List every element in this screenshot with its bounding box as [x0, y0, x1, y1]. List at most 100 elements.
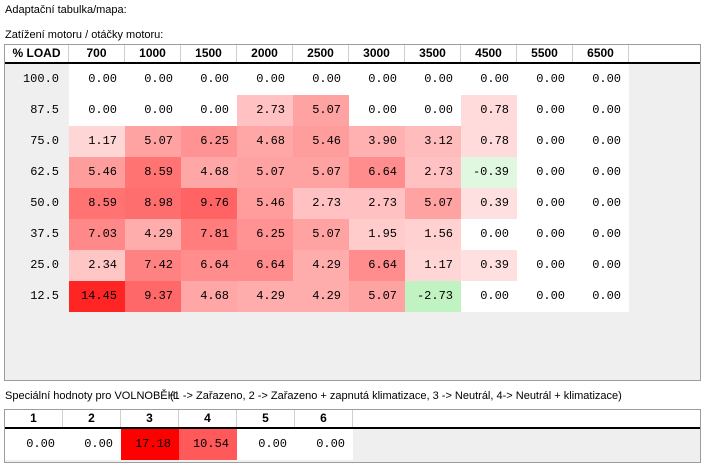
map-cell: 1.95	[349, 219, 405, 250]
map-cell: 0.00	[517, 95, 573, 126]
map-row: 87.5 0.00 0.00 0.00 2.73 5.07 0.00 0.00 0.78 0.00…	[5, 95, 700, 126]
map-row: 75.0 1.17 5.07 6.25 4.68 5.46 3.90 3.12 0.78 0.00…	[5, 126, 700, 157]
idle-header-cell: 5	[237, 410, 295, 427]
idle-header-cell: 3	[121, 410, 179, 427]
map-cell: 4.29	[237, 281, 293, 312]
map-row: 100.0 0.00 0.00 0.00 0.00 0.00 0.00 0.00 0.00 0.0…	[5, 64, 700, 95]
map-cell: 0.00	[573, 64, 629, 95]
map-header-row: % LOAD 700 1000 1500 2000 2500 3000 3500 4500 55…	[5, 45, 700, 62]
map-cell: 4.29	[125, 219, 181, 250]
map-cell: 3.90	[349, 126, 405, 157]
map-cell: 5.07	[293, 95, 349, 126]
load-row-label: 50.0	[5, 188, 69, 219]
map-row: 25.0 2.34 7.42 6.64 6.64 4.29 6.64 1.17 0.39 0.00…	[5, 250, 700, 281]
map-cell: 2.73	[293, 188, 349, 219]
map-cell: 0.00	[573, 219, 629, 250]
map-cell: 5.46	[293, 126, 349, 157]
map-cell: 2.73	[349, 188, 405, 219]
idle-values-legend: (1 -> Zařazeno, 2 -> Zařazeno + zapnutá …	[170, 390, 622, 402]
map-cell: 6.25	[181, 126, 237, 157]
idle-value-cell: 0.00	[295, 429, 353, 460]
map-axes-label: Zatížení motoru / otáčky motoru:	[5, 29, 164, 41]
map-cell: 2.34	[69, 250, 125, 281]
map-cell: 0.00	[181, 95, 237, 126]
rpm-header-cell: 6500	[573, 45, 629, 62]
map-cell: -2.73	[405, 281, 461, 312]
map-cell: 0.78	[461, 95, 517, 126]
idle-values-row: 0.00 0.00 17.18 10.54 0.00 0.00	[5, 429, 700, 460]
map-cell: 0.00	[517, 188, 573, 219]
map-cell: 6.64	[181, 250, 237, 281]
map-cell: 0.00	[461, 281, 517, 312]
map-cell: 0.00	[517, 281, 573, 312]
map-cell: 9.37	[125, 281, 181, 312]
idle-header-cell: 6	[295, 410, 353, 427]
map-cell: 2.73	[405, 157, 461, 188]
rpm-header-cell: 4500	[461, 45, 517, 62]
idle-value-cell: 0.00	[5, 429, 63, 460]
map-cell: 0.00	[349, 95, 405, 126]
map-cell: 5.07	[237, 157, 293, 188]
map-cell: 1.17	[405, 250, 461, 281]
map-cell: 0.39	[461, 250, 517, 281]
map-cell: 3.12	[405, 126, 461, 157]
map-row: 62.5 5.46 8.59 4.68 5.07 5.07 6.64 2.73 -0.39 0.0…	[5, 157, 700, 188]
map-cell: 0.00	[405, 95, 461, 126]
map-cell: 7.42	[125, 250, 181, 281]
map-body: 100.0 0.00 0.00 0.00 0.00 0.00 0.00 0.00 0.00 0.0…	[5, 64, 700, 312]
map-cell: -0.39	[461, 157, 517, 188]
map-cell: 1.56	[405, 219, 461, 250]
idle-header-cell: 1	[5, 410, 63, 427]
map-cell: 4.29	[293, 281, 349, 312]
map-cell: 0.00	[461, 219, 517, 250]
map-cell: 8.59	[125, 157, 181, 188]
map-cell: 0.00	[573, 126, 629, 157]
map-cell: 0.00	[181, 64, 237, 95]
map-cell: 0.00	[461, 64, 517, 95]
map-cell: 0.00	[573, 157, 629, 188]
rpm-header-cell: 5500	[517, 45, 573, 62]
map-cell: 1.17	[69, 126, 125, 157]
map-cell: 5.46	[69, 157, 125, 188]
idle-value-cell: 0.00	[237, 429, 295, 460]
map-cell: 8.59	[69, 188, 125, 219]
map-cell: 0.00	[517, 157, 573, 188]
load-row-label: 100.0	[5, 64, 69, 95]
rpm-header-cell: 1000	[125, 45, 181, 62]
map-cell: 14.45	[69, 281, 125, 312]
idle-header-divider	[5, 427, 700, 429]
map-row: 12.5 14.45 9.37 4.68 4.29 4.29 5.07 -2.73 0.00 0.…	[5, 281, 700, 312]
map-cell: 0.00	[517, 126, 573, 157]
map-cell: 0.00	[125, 64, 181, 95]
map-cell: 6.25	[237, 219, 293, 250]
map-cell: 0.00	[69, 64, 125, 95]
load-row-label: 25.0	[5, 250, 69, 281]
map-cell: 4.68	[237, 126, 293, 157]
map-cell: 0.00	[237, 64, 293, 95]
rpm-header-cell: 2000	[237, 45, 293, 62]
page-title: Adaptační tabulka/mapa:	[5, 4, 127, 16]
idle-value-cell: 0.00	[63, 429, 121, 460]
load-row-label: 37.5	[5, 219, 69, 250]
idle-value-cell: 10.54	[179, 429, 237, 460]
map-cell: 4.68	[181, 281, 237, 312]
map-cell: 0.00	[573, 95, 629, 126]
map-cell: 0.78	[461, 126, 517, 157]
map-cell: 5.07	[293, 157, 349, 188]
map-cell: 5.46	[237, 188, 293, 219]
map-cell: 0.00	[573, 281, 629, 312]
map-cell: 0.00	[69, 95, 125, 126]
load-row-label: 12.5	[5, 281, 69, 312]
map-cell: 0.00	[517, 250, 573, 281]
map-row: 50.0 8.59 8.98 9.76 5.46 2.73 2.73 5.07 0.39 0.00…	[5, 188, 700, 219]
map-cell: 5.07	[125, 126, 181, 157]
map-header-divider	[5, 62, 700, 64]
map-cell: 0.00	[517, 64, 573, 95]
map-cell: 0.39	[461, 188, 517, 219]
map-cell: 4.29	[293, 250, 349, 281]
map-row: 37.5 7.03 4.29 7.81 6.25 5.07 1.95 1.56 0.00 0.00…	[5, 219, 700, 250]
rpm-header-cell: 1500	[181, 45, 237, 62]
map-cell: 7.03	[69, 219, 125, 250]
